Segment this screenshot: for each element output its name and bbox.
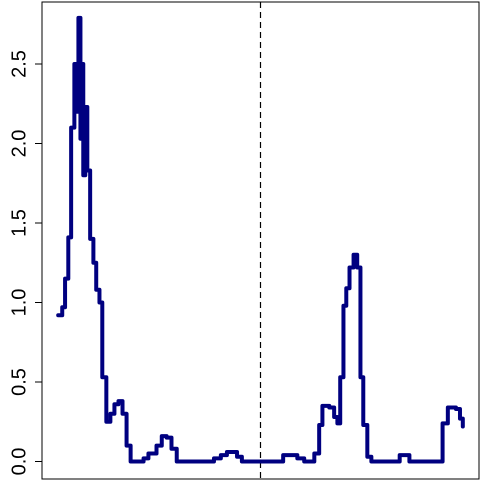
data-line [56,15,465,464]
y-tick-label: 2.5 [8,50,30,78]
y-tick-label: 0.5 [8,368,30,396]
y-tick-label: 1.5 [8,209,30,237]
y-tick-label: 2.0 [8,130,30,158]
y-tick-label: 0.0 [8,448,30,476]
y-tick-label: 1.0 [8,289,30,317]
